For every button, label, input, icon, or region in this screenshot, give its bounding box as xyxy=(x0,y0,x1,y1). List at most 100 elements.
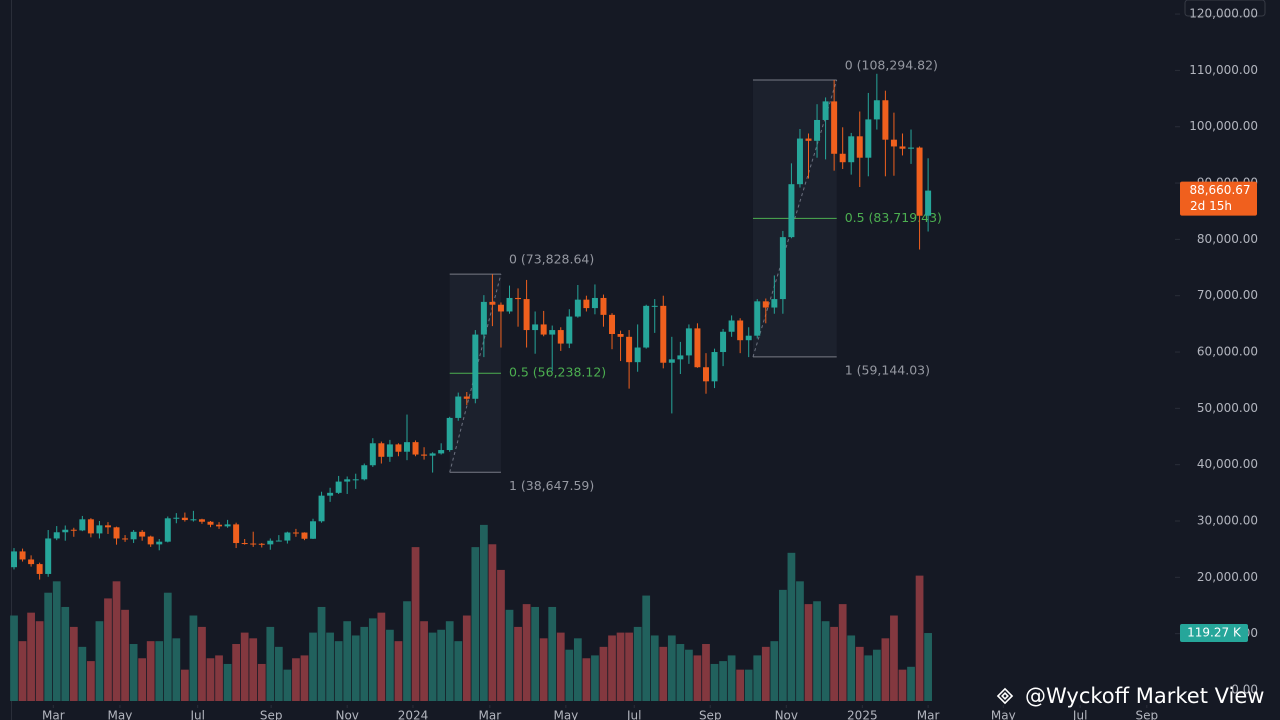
candle-body xyxy=(327,492,334,496)
candle-body xyxy=(668,359,675,363)
x-tick-label: Mar xyxy=(42,709,65,720)
volume-bar xyxy=(292,658,300,701)
volume-bar xyxy=(676,644,685,701)
candle-body xyxy=(591,297,598,309)
volume-bar xyxy=(872,649,881,701)
volume-tag-label: 119.27 K xyxy=(1187,626,1242,640)
volume-bar xyxy=(317,606,326,701)
candle-body xyxy=(856,136,863,158)
volume-bar xyxy=(343,621,352,701)
volume-bar xyxy=(138,658,147,701)
volume-bar xyxy=(659,646,668,701)
volume-bar xyxy=(642,595,651,701)
volume-bar xyxy=(881,638,890,701)
volume-bar xyxy=(52,581,61,701)
volume-bar xyxy=(480,524,488,701)
y-tick-label: 0.00 xyxy=(1231,682,1258,696)
candle-body xyxy=(216,524,223,527)
volume-bar xyxy=(685,649,693,701)
volume-bar xyxy=(471,547,480,701)
candle-body xyxy=(685,328,692,356)
volume-bar xyxy=(198,626,206,701)
candle-body xyxy=(634,347,641,363)
candle-body xyxy=(703,367,709,382)
volume-bar xyxy=(761,646,770,701)
candle-body xyxy=(609,314,616,335)
volume-bar xyxy=(112,581,121,701)
volume-bar xyxy=(702,644,710,701)
candle-body xyxy=(344,479,351,482)
candle-body xyxy=(489,301,496,305)
volume-bar xyxy=(719,661,727,701)
volume-bar xyxy=(215,655,223,701)
candle-body xyxy=(224,524,231,527)
candle-body xyxy=(848,136,855,163)
volume-bar xyxy=(462,615,471,701)
volume-bar xyxy=(599,646,608,701)
candle-body xyxy=(557,330,564,344)
volume-bar xyxy=(787,552,796,701)
x-tick-label: Sep xyxy=(1135,709,1158,720)
candle-body xyxy=(104,525,111,528)
candle-body xyxy=(250,543,257,545)
volume-bar xyxy=(915,575,924,701)
candle-body xyxy=(908,147,915,149)
volume-bar xyxy=(736,669,745,701)
candle-body xyxy=(480,301,487,335)
volume-bar xyxy=(753,655,762,701)
volume-bar xyxy=(232,644,240,701)
volume-bar xyxy=(61,606,70,701)
watermark-text: @Wyckoff Market View xyxy=(1025,684,1264,708)
volume-bar xyxy=(616,632,625,701)
countdown-label: 2d 15h xyxy=(1190,199,1232,213)
volume-bar xyxy=(300,655,309,701)
volume-bar xyxy=(633,626,642,701)
candle-body xyxy=(275,540,282,542)
candle-body xyxy=(429,453,436,456)
candle-body xyxy=(198,519,205,522)
volume-bar xyxy=(155,641,164,701)
volume-bar xyxy=(266,626,275,701)
volume-bar xyxy=(10,615,18,701)
price-tag xyxy=(1180,181,1257,216)
volume-bar xyxy=(770,641,779,701)
candle-body xyxy=(446,417,453,451)
candle-body xyxy=(873,100,880,120)
volume-bar xyxy=(163,592,172,701)
candle-body xyxy=(53,532,60,539)
candle-body xyxy=(660,305,667,363)
candle-body xyxy=(310,521,317,539)
candle-body xyxy=(720,331,727,353)
candle-body xyxy=(190,519,197,521)
volume-bar xyxy=(924,633,932,701)
candle-body xyxy=(438,450,445,454)
candle-body xyxy=(19,551,26,560)
volume-bar xyxy=(95,621,104,701)
top-right-button[interactable] xyxy=(1184,0,1266,17)
volume-bar xyxy=(727,655,736,701)
candle-body xyxy=(600,297,607,315)
volume-bar xyxy=(830,626,839,701)
candle-body xyxy=(540,324,547,335)
candle-body xyxy=(421,454,428,456)
candle-body xyxy=(566,316,573,344)
candle-body xyxy=(779,237,786,300)
candle-body xyxy=(36,564,43,574)
volume-bar xyxy=(625,632,633,701)
candle-body xyxy=(11,551,18,568)
candle-body xyxy=(318,495,325,522)
candle-body xyxy=(62,529,69,533)
volume-bar xyxy=(411,547,420,701)
volume-bar xyxy=(531,606,540,701)
volume-bar xyxy=(249,638,258,701)
volume-bar xyxy=(796,581,804,701)
volume-bar xyxy=(821,621,830,701)
x-tick-label: Sep xyxy=(260,709,283,720)
candle-body xyxy=(839,153,846,163)
candle-body xyxy=(677,355,684,360)
candle-body xyxy=(70,529,77,531)
volume-bar xyxy=(146,641,155,701)
volume-bar xyxy=(351,635,360,701)
